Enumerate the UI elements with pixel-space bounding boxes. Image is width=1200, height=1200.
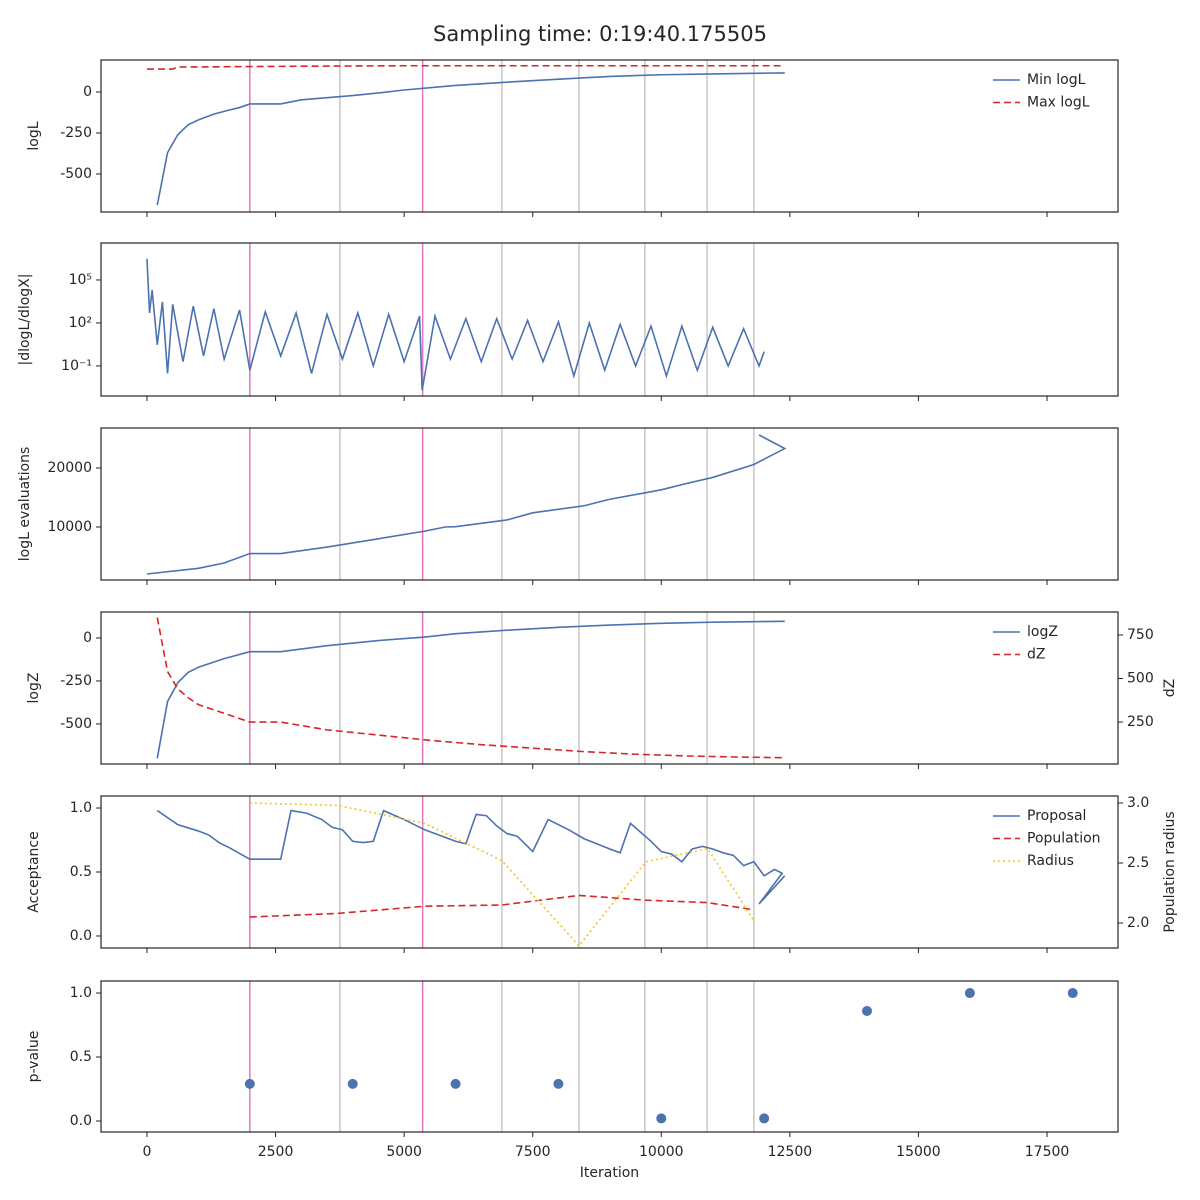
- x-tick-label: 17500: [1025, 1144, 1070, 1160]
- y-axis-label: logL: [26, 121, 42, 150]
- point: [656, 1113, 667, 1124]
- y-tick-label: 0.5: [70, 1049, 92, 1065]
- y-tick-label: -500: [60, 716, 92, 732]
- y2-tick-label: 500: [1127, 671, 1154, 687]
- axes-frame: [100, 59, 1119, 213]
- x-axis-label: Iteration: [580, 1165, 639, 1181]
- series-line: [146, 64, 785, 70]
- series-line: [156, 620, 785, 759]
- legend-label: Proposal: [1027, 808, 1086, 824]
- axes-frame: [100, 611, 1119, 765]
- y-tick-label: 1.0: [70, 985, 92, 1001]
- y-tick-label: 0.0: [70, 928, 92, 944]
- y-tick-label: 0: [83, 630, 92, 646]
- x-tick-label: 7500: [515, 1144, 551, 1160]
- axes-frame: [100, 795, 1119, 949]
- y2-axis-label: Population radius: [1162, 811, 1178, 932]
- point: [347, 1078, 358, 1089]
- point: [759, 1113, 770, 1124]
- y-tick-label: 1.0: [70, 800, 92, 816]
- legend-label: Min logL: [1027, 72, 1086, 88]
- y-tick-label: 10⁵: [69, 272, 92, 288]
- y-tick-label: 10⁻¹: [61, 358, 92, 374]
- x-tick-label: 15000: [896, 1144, 941, 1160]
- plot-area: [146, 243, 765, 396]
- y2-tick-label: 250: [1127, 714, 1154, 730]
- axes-frame: [100, 427, 1119, 581]
- legend-label: Population: [1027, 831, 1101, 847]
- y-tick-label: 10000: [47, 519, 92, 535]
- point: [553, 1078, 564, 1089]
- point: [244, 1078, 255, 1089]
- figure-title: Sampling time: 0:19:40.175505: [433, 22, 767, 46]
- series-line: [249, 894, 754, 918]
- series-line: [146, 258, 765, 391]
- plot-area: [156, 796, 786, 948]
- legend-label: dZ: [1027, 647, 1045, 663]
- y2-tick-label: 3.0: [1127, 795, 1149, 811]
- y-tick-label: 0: [83, 84, 92, 100]
- series-line: [156, 617, 785, 759]
- plot-area: [146, 60, 785, 212]
- point: [1067, 988, 1078, 999]
- series-line: [146, 434, 787, 575]
- point: [862, 1005, 873, 1016]
- y-tick-label: 0.5: [70, 864, 92, 880]
- y-tick-label: 10²: [69, 315, 92, 331]
- plot-area: [156, 612, 785, 764]
- x-tick-label: 12500: [768, 1144, 813, 1160]
- x-tick-label: 10000: [639, 1144, 684, 1160]
- y-axis-label: logL evaluations: [17, 447, 33, 562]
- y-axis-label: Acceptance: [26, 831, 42, 912]
- point: [964, 988, 975, 999]
- y-tick-label: -250: [60, 125, 92, 141]
- x-tick-label: 2500: [258, 1144, 294, 1160]
- point: [450, 1078, 461, 1089]
- legend-label: logZ: [1027, 624, 1058, 640]
- y-tick-label: -500: [60, 166, 92, 182]
- y-tick-label: -250: [60, 673, 92, 689]
- x-tick-label: 0: [143, 1144, 152, 1160]
- y2-axis-label: dZ: [1162, 679, 1178, 697]
- y-axis-label: p-value: [26, 1031, 42, 1083]
- y-tick-label: 20000: [47, 460, 92, 476]
- axes-frame: [100, 980, 1119, 1133]
- axes-frame: [100, 242, 1119, 397]
- series-line: [156, 809, 786, 905]
- plot-area: [146, 428, 787, 580]
- y2-tick-label: 750: [1127, 627, 1154, 643]
- y2-tick-label: 2.0: [1127, 915, 1149, 931]
- y-tick-label: 0.0: [70, 1113, 92, 1129]
- y2-tick-label: 2.5: [1127, 855, 1149, 871]
- legend-label: Max logL: [1027, 95, 1090, 111]
- plot-area: [244, 981, 1078, 1132]
- y-axis-label: logZ: [26, 673, 42, 704]
- series-line: [156, 72, 785, 206]
- y-axis-label: |dlogL/dlogX|: [17, 274, 33, 366]
- legend-label: Radius: [1027, 853, 1074, 869]
- x-tick-label: 5000: [386, 1144, 422, 1160]
